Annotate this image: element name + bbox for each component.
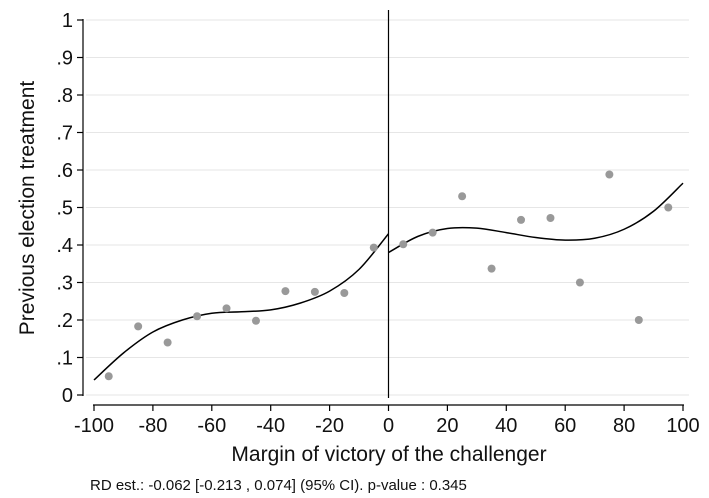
x-tick-label: -60 [197,415,226,437]
x-tick-label: 80 [613,415,635,437]
fit-curves [93,182,684,381]
y-tick-label: 0 [62,385,73,407]
data-point [546,214,555,222]
data-point [634,316,643,324]
y-axis-title: Previous election treatment [16,81,39,336]
data-point [163,338,172,347]
axes: 0 .1 .2 .3 .4 .5 .6 .7 .8 .9 1 -100 -80 -60 -40 -20 0 20 4… [56,10,700,437]
y-tick-label: .1 [56,348,73,370]
y-tick-label: .2 [56,310,73,332]
data-point [575,278,584,287]
data-point [487,264,496,273]
y-tick-label: 1 [62,10,73,32]
y-tick-label: .9 [56,48,73,70]
data-point [222,304,231,313]
y-tick-label: .6 [56,160,73,182]
data-point [369,243,378,252]
y-tick-label: .5 [56,198,73,220]
data-point [281,287,290,296]
data-point [458,192,467,201]
x-tick-label: 20 [436,415,458,437]
fit-curve-right [388,182,684,254]
y-tick-label: .3 [56,273,73,295]
x-tick-label: 100 [666,415,699,437]
fit-curve-left [93,233,390,381]
data-point [605,170,614,179]
data-point [310,287,319,296]
x-axis-title: Margin of victory of the challenger [231,443,546,466]
gridlines [86,19,689,396]
x-tick-label: -100 [74,415,114,437]
x-tick-label: -20 [315,415,344,437]
y-tick-label: .4 [56,235,73,257]
x-tick-label: -80 [138,415,167,437]
data-point [134,322,143,331]
data-point [428,228,437,237]
data-point [193,312,202,321]
x-tick-label: 0 [383,415,394,437]
scatter-points [104,170,673,381]
data-point [340,289,349,297]
data-point [517,215,526,224]
x-tick-label: 60 [554,415,576,437]
rd-estimate-note: RD est.: -0.062 [-0.213 , 0.074] (95% CI… [90,477,467,494]
y-tick-label: .7 [56,123,73,145]
data-point [664,203,673,212]
data-point [399,240,408,249]
x-tick-label: 40 [495,415,517,437]
data-point [104,372,113,381]
data-point [251,316,260,325]
x-tick-label: -40 [256,415,285,437]
y-tick-label: .8 [56,85,73,107]
